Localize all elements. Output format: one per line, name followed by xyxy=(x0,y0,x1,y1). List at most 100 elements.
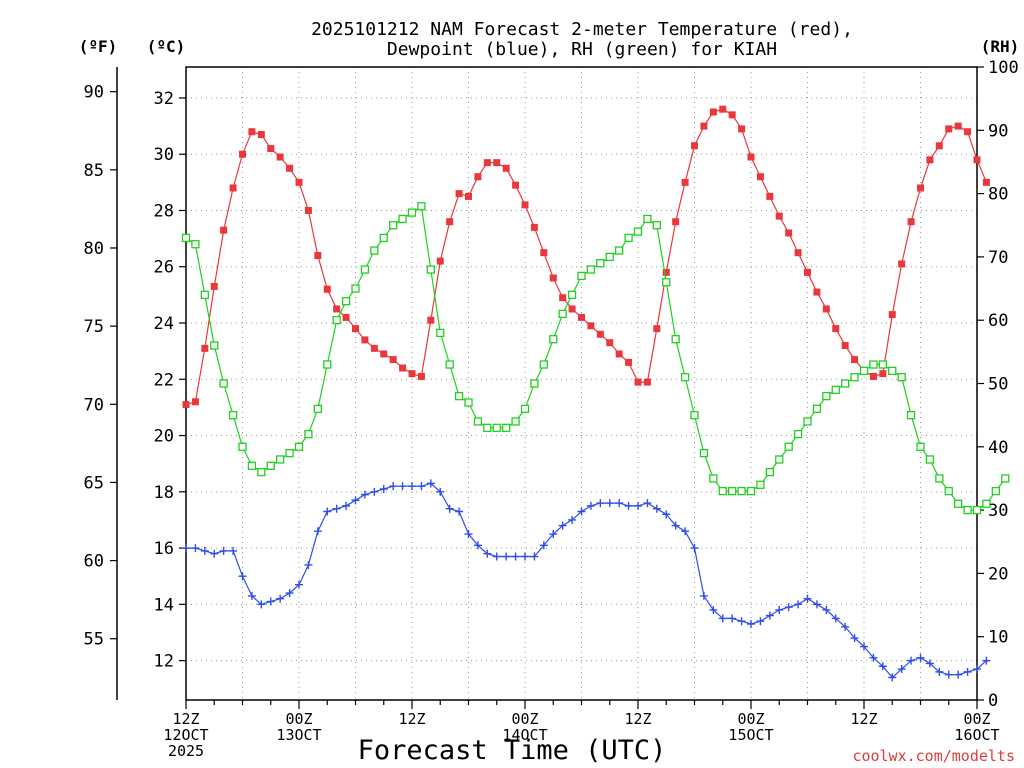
dewpoint-point xyxy=(483,549,492,558)
rh-tick-label: 50 xyxy=(988,375,1008,395)
dewpoint-point xyxy=(634,501,642,510)
rh-point xyxy=(323,360,332,369)
rh-point xyxy=(897,373,906,382)
time-tick-label: 2025 xyxy=(168,742,204,760)
rh-point xyxy=(238,442,247,451)
temperature-point xyxy=(775,212,783,220)
dewpoint-point xyxy=(577,507,586,516)
temperature-point xyxy=(276,153,284,161)
temperature-point xyxy=(888,311,896,319)
dewpoint-point xyxy=(728,614,737,623)
dewpoint-point xyxy=(652,504,661,513)
rh-point xyxy=(407,208,417,217)
rh-point xyxy=(878,360,887,369)
temperature-point xyxy=(898,260,906,268)
rh-point xyxy=(906,410,916,420)
temperature-point xyxy=(333,305,341,313)
rh-point xyxy=(888,366,897,375)
rh-tick-label: 100 xyxy=(988,58,1019,78)
temperature-point xyxy=(813,288,821,296)
dewpoint-point xyxy=(907,656,916,665)
rh-point xyxy=(662,278,671,287)
rh-point xyxy=(417,202,426,211)
dewpoint-point xyxy=(238,572,247,581)
dewpoint-point xyxy=(426,479,435,488)
rh-point xyxy=(228,410,238,420)
celsius-tick-label: 20 xyxy=(154,427,174,447)
rh-point xyxy=(652,221,661,230)
dewpoint-point xyxy=(963,667,972,676)
temperature-point xyxy=(643,378,651,386)
rh-point xyxy=(549,335,558,344)
dewpoint-point xyxy=(266,597,275,606)
rh-point xyxy=(765,467,774,477)
temperature-point xyxy=(766,192,774,200)
rh-point xyxy=(624,233,633,243)
dewpoint-point xyxy=(925,659,934,668)
dewpoint-point xyxy=(276,594,285,603)
rh-point xyxy=(502,423,511,432)
rh-point xyxy=(972,505,982,515)
temperature-point xyxy=(568,305,576,313)
time-tick-label: 12Z xyxy=(850,710,877,728)
temperature-point xyxy=(634,378,642,386)
dewpoint-point xyxy=(539,541,548,550)
rh-point xyxy=(285,448,294,458)
dewpoint-point xyxy=(747,620,755,629)
dewpoint-point xyxy=(916,653,925,662)
fahrenheit-tick-label: 75 xyxy=(84,317,104,337)
temperature-point xyxy=(822,305,830,313)
rh-point xyxy=(925,455,935,464)
rh-point xyxy=(605,252,614,262)
temperature-point xyxy=(587,322,595,330)
fahrenheit-tick-label: 80 xyxy=(84,239,104,259)
temperature-point xyxy=(945,125,953,133)
fahrenheit-axis: 55 60 65 70 75 80 85 90 xyxy=(84,83,117,650)
dewpoint-point xyxy=(210,549,219,558)
temperature-point xyxy=(399,364,407,372)
temperature-point xyxy=(832,325,840,333)
rh-axis: 0 10 20 30 40 50 60 70 80 90 100 xyxy=(977,58,1019,711)
dewpoint-point xyxy=(812,600,821,609)
rh-tick-label: 40 xyxy=(988,438,1008,458)
temperature-point xyxy=(615,350,623,358)
dewpoint-point xyxy=(803,594,812,603)
rh-point xyxy=(841,379,850,388)
rh-point xyxy=(737,486,746,496)
rh-point xyxy=(699,448,709,458)
dewpoint-point xyxy=(285,589,294,598)
dewpoint-point xyxy=(822,605,831,614)
temperature-point xyxy=(926,156,934,164)
rh-point xyxy=(859,366,869,375)
rh-point xyxy=(464,398,473,407)
rh-point xyxy=(210,341,219,350)
celsius-tick-label: 22 xyxy=(154,370,174,390)
dewpoint-point xyxy=(455,507,464,516)
temperature-point xyxy=(596,330,604,338)
dewpoint-point xyxy=(351,496,360,505)
temperature-point xyxy=(917,184,924,192)
temperature-point xyxy=(229,184,237,192)
rh-point xyxy=(812,404,822,413)
temperature-point xyxy=(436,257,444,265)
rh-point xyxy=(294,442,304,451)
grid-lines xyxy=(186,67,977,700)
celsius-tick-label: 24 xyxy=(154,314,174,334)
temperature-point xyxy=(728,111,736,119)
rh-point xyxy=(850,373,859,382)
rh-tick-label: 60 xyxy=(988,311,1008,331)
dewpoint-point xyxy=(841,622,850,631)
rh-point xyxy=(454,392,464,401)
temperature-point xyxy=(502,164,510,172)
rh-point xyxy=(558,309,567,319)
rh-point xyxy=(822,392,831,401)
temperature-point xyxy=(380,350,388,358)
dewpoint-point xyxy=(229,546,238,555)
dewpoint-point xyxy=(219,546,228,555)
rh-point xyxy=(643,214,652,224)
temperature-point xyxy=(691,142,698,150)
rh-point xyxy=(567,290,577,300)
rh-tick-label: 80 xyxy=(988,185,1008,205)
temperature-point xyxy=(352,325,359,333)
